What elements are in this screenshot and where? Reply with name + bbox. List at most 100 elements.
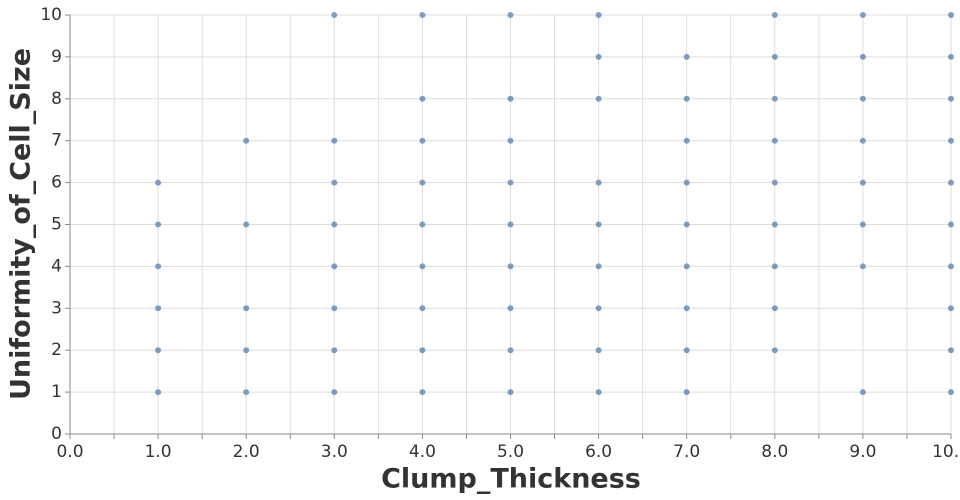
point xyxy=(948,95,954,102)
point xyxy=(948,137,954,144)
y-tick-label: 10 xyxy=(40,5,62,25)
point xyxy=(771,179,778,186)
y-tick-label: 6 xyxy=(51,173,62,193)
point xyxy=(331,179,338,186)
y-tick-label: 0 xyxy=(51,424,62,444)
point xyxy=(419,221,426,228)
point xyxy=(155,179,162,186)
point xyxy=(859,179,866,186)
point xyxy=(331,221,338,228)
point xyxy=(683,347,690,354)
point xyxy=(331,347,338,354)
x-tick-label: 9.0 xyxy=(849,442,876,462)
point xyxy=(683,221,690,228)
y-tick-label: 3 xyxy=(51,298,62,318)
point xyxy=(595,221,602,228)
point xyxy=(507,12,514,18)
point xyxy=(948,263,954,270)
point xyxy=(419,305,426,312)
point xyxy=(859,95,866,102)
point xyxy=(595,263,602,270)
x-tick-label: 0.0 xyxy=(56,442,83,462)
point xyxy=(859,263,866,270)
y-tick-label: 8 xyxy=(51,89,62,109)
point xyxy=(331,389,338,396)
x-tick-label: 3.0 xyxy=(321,442,348,462)
x-tick-label: 1.0 xyxy=(145,442,172,462)
x-tick-label: 2.0 xyxy=(233,442,260,462)
point xyxy=(155,347,162,354)
point xyxy=(859,221,866,228)
point xyxy=(243,305,250,312)
point xyxy=(243,389,250,396)
point xyxy=(683,389,690,396)
x-tick-label: 4.0 xyxy=(409,442,436,462)
point xyxy=(948,389,954,396)
point xyxy=(683,263,690,270)
point xyxy=(683,179,690,186)
x-tick-label: 5.0 xyxy=(497,442,524,462)
point xyxy=(859,137,866,144)
point xyxy=(595,347,602,354)
y-tick-label: 7 xyxy=(51,131,62,151)
point xyxy=(331,12,338,18)
point xyxy=(507,221,514,228)
point xyxy=(419,389,426,396)
point xyxy=(155,305,162,312)
point xyxy=(859,53,866,60)
point xyxy=(683,95,690,102)
point xyxy=(683,137,690,144)
point xyxy=(595,389,602,396)
point xyxy=(507,389,514,396)
point xyxy=(771,53,778,60)
point xyxy=(859,389,866,396)
point xyxy=(419,263,426,270)
point xyxy=(419,12,426,18)
point xyxy=(507,263,514,270)
point xyxy=(243,137,250,144)
x-tick-label: 7.0 xyxy=(673,442,700,462)
point xyxy=(419,179,426,186)
point xyxy=(948,12,954,18)
point xyxy=(155,263,162,270)
x-tick-label: 10.0 xyxy=(932,442,960,462)
point xyxy=(948,305,954,312)
x-axis-title: Clump_Thickness xyxy=(381,464,641,495)
point xyxy=(507,347,514,354)
point xyxy=(507,179,514,186)
y-tick-label: 2 xyxy=(51,340,62,360)
x-tick-label: 6.0 xyxy=(585,442,612,462)
point xyxy=(948,221,954,228)
point xyxy=(948,53,954,60)
point xyxy=(419,137,426,144)
point xyxy=(771,305,778,312)
point xyxy=(771,12,778,18)
point xyxy=(419,95,426,102)
point xyxy=(948,179,954,186)
point xyxy=(243,347,250,354)
point xyxy=(771,347,778,354)
point xyxy=(595,53,602,60)
point xyxy=(155,389,162,396)
point xyxy=(331,263,338,270)
point xyxy=(595,305,602,312)
point xyxy=(419,347,426,354)
point xyxy=(595,179,602,186)
point xyxy=(507,95,514,102)
point xyxy=(771,137,778,144)
x-tick-label: 8.0 xyxy=(761,442,788,462)
point xyxy=(243,221,250,228)
y-tick-label: 5 xyxy=(51,215,62,235)
point xyxy=(771,95,778,102)
point xyxy=(155,221,162,228)
point xyxy=(948,347,954,354)
y-tick-label: 1 xyxy=(51,382,62,402)
point xyxy=(331,137,338,144)
point xyxy=(683,53,690,60)
point xyxy=(507,305,514,312)
y-tick-label: 4 xyxy=(51,256,62,276)
point xyxy=(595,95,602,102)
y-tick-label: 9 xyxy=(51,47,62,67)
point xyxy=(595,12,602,18)
